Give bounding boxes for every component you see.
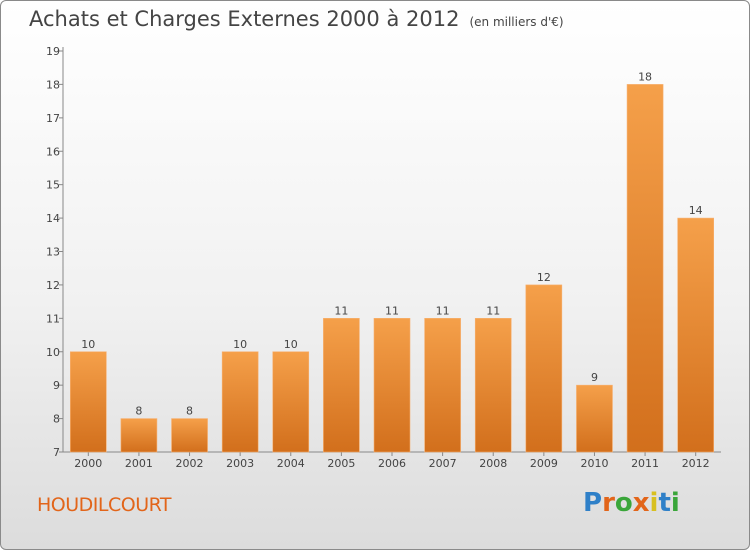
data-label-2009: 12 bbox=[537, 271, 551, 284]
y-tick-label: 13 bbox=[46, 246, 60, 259]
x-tick-label-2004: 2004 bbox=[277, 457, 305, 470]
bar-2003[interactable] bbox=[221, 351, 259, 453]
logo-letter: o bbox=[614, 488, 633, 518]
data-label-2000: 10 bbox=[81, 338, 95, 351]
proxiti-logo[interactable]: Proxiti bbox=[583, 488, 680, 518]
data-label-2002: 8 bbox=[186, 405, 193, 418]
logo-letter: t bbox=[658, 488, 671, 518]
bar-2001[interactable] bbox=[120, 418, 158, 453]
x-tick-label-2002: 2002 bbox=[176, 457, 204, 470]
y-tick-label: 9 bbox=[53, 379, 60, 392]
chart-unit: (en milliers d'€) bbox=[469, 15, 564, 29]
data-label-2010: 9 bbox=[591, 371, 598, 384]
y-tick-label: 8 bbox=[53, 413, 60, 426]
data-label-2006: 11 bbox=[385, 304, 399, 317]
logo-letter: i bbox=[670, 488, 680, 518]
logo-letter: P bbox=[583, 488, 603, 518]
x-tick-label-2012: 2012 bbox=[682, 457, 710, 470]
data-labels: 10 2000 8 2001 8 2002 10 2003 10 2004 11 2005 11 2006… bbox=[74, 70, 709, 470]
bar-2000[interactable] bbox=[70, 351, 107, 453]
bar-2006[interactable] bbox=[373, 318, 411, 453]
logo-letter: x bbox=[632, 488, 650, 518]
y-tick-label: 11 bbox=[46, 312, 60, 325]
x-tick-label-2006: 2006 bbox=[378, 457, 406, 470]
logo-letter: r bbox=[602, 488, 615, 518]
data-label-2012: 14 bbox=[689, 204, 703, 217]
bar-2007[interactable] bbox=[424, 318, 461, 453]
y-tick-label: 16 bbox=[46, 145, 60, 158]
y-tick-label: 19 bbox=[46, 45, 60, 58]
bar-2009[interactable] bbox=[525, 284, 563, 453]
chart-title-block: Achats et Charges Externes 2000 à 2012 (e… bbox=[29, 7, 564, 31]
y-tick-label: 14 bbox=[46, 212, 60, 225]
data-label-2001: 8 bbox=[135, 405, 142, 418]
x-tick-label-2005: 2005 bbox=[327, 457, 355, 470]
bar-2005[interactable] bbox=[323, 318, 360, 453]
data-label-2007: 11 bbox=[436, 304, 450, 317]
x-tick-label-2011: 2011 bbox=[631, 457, 659, 470]
bar-2002[interactable] bbox=[171, 418, 208, 453]
y-tick-label: 10 bbox=[46, 346, 60, 359]
bar-2008[interactable] bbox=[474, 318, 512, 453]
bar-2004[interactable] bbox=[272, 351, 310, 453]
y-tick-label: 12 bbox=[46, 279, 60, 292]
x-tick-label-2010: 2010 bbox=[580, 457, 608, 470]
chart-title: Achats et Charges Externes 2000 à 2012 bbox=[29, 7, 460, 31]
bars bbox=[70, 84, 714, 453]
y-tick-label: 18 bbox=[46, 78, 60, 91]
x-tick-label-2009: 2009 bbox=[530, 457, 558, 470]
x-tick-label-2008: 2008 bbox=[479, 457, 507, 470]
data-label-2003: 10 bbox=[233, 338, 247, 351]
y-tick-label: 15 bbox=[46, 179, 60, 192]
x-tick-label-2000: 2000 bbox=[74, 457, 102, 470]
x-tick-label-2007: 2007 bbox=[429, 457, 457, 470]
data-label-2011: 18 bbox=[638, 70, 652, 83]
bar-2011[interactable] bbox=[626, 84, 664, 453]
logo-letter: i bbox=[649, 488, 659, 518]
y-tick-label: 7 bbox=[53, 446, 60, 459]
data-label-2008: 11 bbox=[486, 304, 500, 317]
bar-2012[interactable] bbox=[677, 217, 714, 453]
data-label-2004: 10 bbox=[284, 338, 298, 351]
x-tick-label-2001: 2001 bbox=[125, 457, 153, 470]
commune-name: HOUDILCOURT bbox=[37, 494, 172, 516]
data-label-2005: 11 bbox=[334, 304, 348, 317]
y-tick-label: 17 bbox=[46, 112, 60, 125]
bar-2010[interactable] bbox=[576, 384, 613, 453]
x-tick-label-2003: 2003 bbox=[226, 457, 254, 470]
